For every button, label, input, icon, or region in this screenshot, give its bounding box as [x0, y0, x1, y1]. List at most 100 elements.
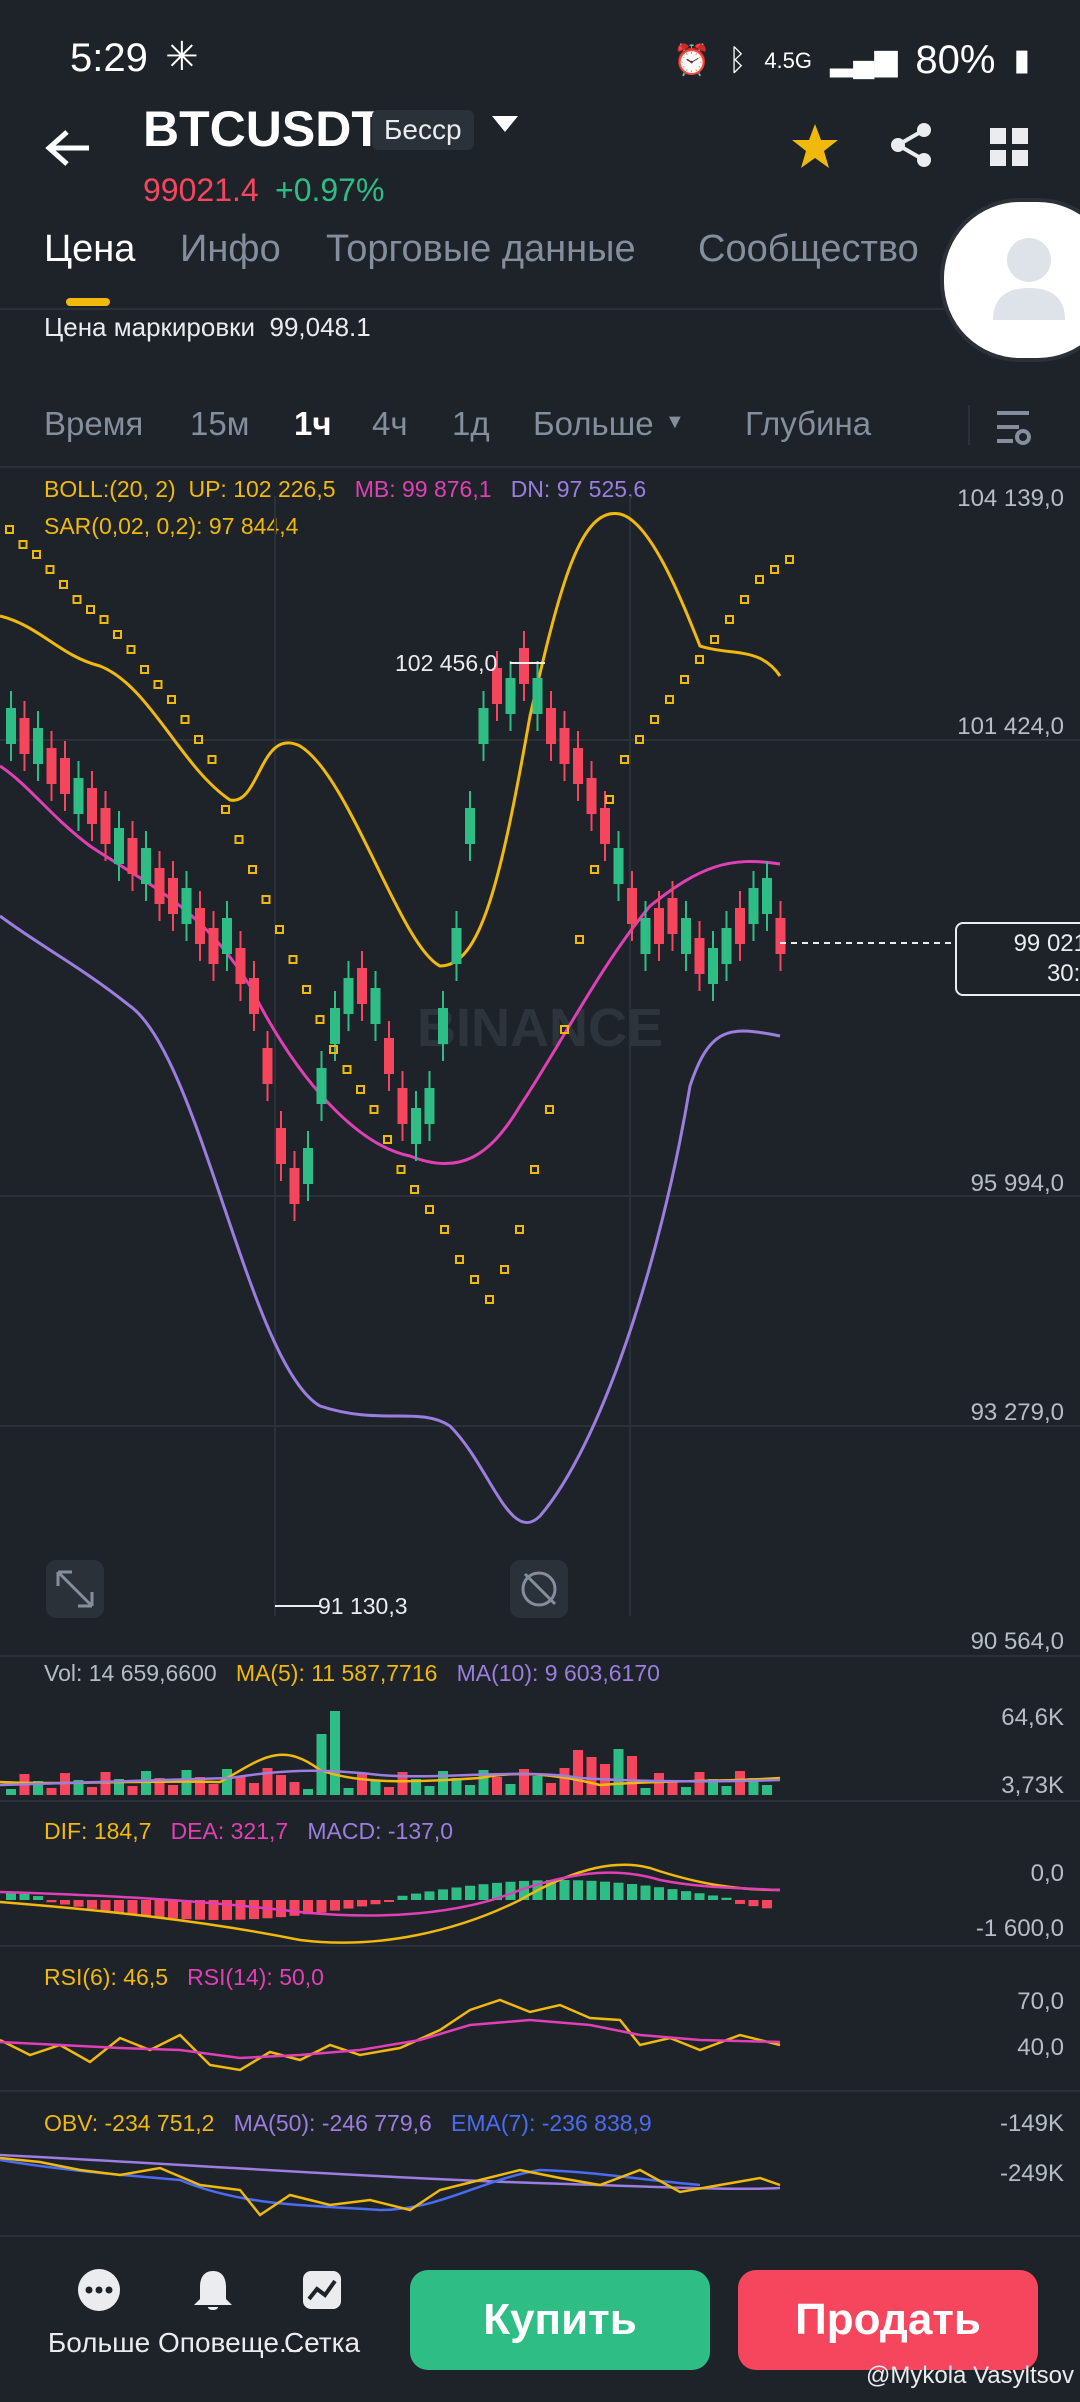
tf-4h[interactable]: 4ч [372, 405, 408, 442]
candle [654, 908, 664, 944]
pair-symbol[interactable]: BTCUSDT [143, 101, 382, 157]
network-type: 4.5G [764, 47, 813, 73]
sar-dot [455, 1255, 464, 1264]
macd-bar [546, 1880, 556, 1900]
volume-bar [438, 1771, 448, 1795]
tf-more[interactable]: Больше [533, 405, 654, 442]
boll-legend: BOLL:(20, 2) UP: 102 226,5 MB: 99 876,1 … [44, 476, 646, 503]
share-icon[interactable] [888, 122, 934, 168]
battery-percent: 80% [915, 38, 996, 82]
volume-bar [667, 1780, 678, 1795]
macd-bar [235, 1900, 246, 1920]
candle [492, 668, 502, 704]
star-icon[interactable] [790, 122, 840, 170]
obv-ema7: EMA(7): -236 838,9 [451, 2110, 652, 2136]
candles-group [6, 631, 786, 1221]
volume-bar [505, 1784, 516, 1795]
back-arrow-icon[interactable] [45, 128, 93, 168]
macd-bar [181, 1900, 192, 1920]
macd-bar [411, 1893, 421, 1900]
volume-bar [640, 1788, 651, 1795]
macd-bar [357, 1900, 367, 1907]
candle [127, 838, 138, 874]
macd-bar [654, 1887, 664, 1900]
macd-bar [492, 1882, 502, 1900]
volume-bar [424, 1786, 435, 1795]
rsi6-line [0, 1998, 781, 2072]
grid-label: Сетка [283, 2327, 361, 2358]
grid-menu-icon[interactable] [988, 126, 1030, 168]
volume-chart [0, 1711, 781, 1795]
macd-bar [573, 1880, 583, 1900]
volume-bar [478, 1770, 489, 1795]
signal-icon: ▂▄▆ [830, 44, 898, 77]
macd-dif-line [0, 1863, 781, 1944]
sar-dot [167, 695, 176, 704]
candlestick-chart[interactable]: BINANCE 102 456,0 91 130,3 [0, 466, 1080, 1656]
chart-settings-icon[interactable] [993, 407, 1033, 447]
tab-info[interactable]: Инфо [180, 228, 281, 270]
macd-bar [600, 1881, 610, 1900]
candle [100, 808, 111, 844]
tab-community[interactable]: Сообщество [698, 228, 919, 270]
sar-legend: SAR(0,02, 0,2): 97 844,4 [44, 513, 299, 539]
tf-1d[interactable]: 1д [452, 405, 490, 442]
sar-dot [315, 1015, 325, 1024]
macd-bar [330, 1900, 340, 1911]
candle [573, 748, 583, 784]
candle [208, 928, 219, 964]
macd-bar [316, 1900, 327, 1913]
volume-bar [370, 1780, 381, 1795]
avatar[interactable] [940, 198, 1080, 362]
candle [330, 1008, 340, 1044]
macd-bar [627, 1883, 637, 1900]
candle [46, 748, 57, 784]
candle [613, 848, 624, 884]
tf-1h[interactable]: 1ч [294, 405, 332, 442]
sar-dot [560, 1025, 569, 1034]
tf-15m[interactable]: 15м [190, 405, 250, 442]
macd-bar [748, 1900, 759, 1907]
macd-bar [505, 1881, 516, 1900]
sar-dot [45, 565, 55, 574]
macd-bar [708, 1895, 718, 1900]
alerts-button[interactable]: Оповеще... [158, 2267, 302, 2359]
boll-middle-line [0, 764, 781, 1166]
macd-bar [559, 1880, 570, 1900]
tf-depth[interactable]: Глубина [745, 405, 872, 442]
divider [0, 308, 1080, 310]
candle [249, 978, 259, 1014]
volume-bar [559, 1768, 570, 1795]
sar-dot [710, 635, 719, 644]
volume-bar [249, 1783, 259, 1795]
sar-dot [725, 615, 734, 624]
chevron-down-icon[interactable] [490, 114, 520, 134]
sar-dot [680, 675, 689, 684]
candle [195, 908, 205, 944]
macd-bar [100, 1900, 111, 1911]
candle [519, 648, 529, 684]
volume-bar [46, 1788, 57, 1795]
candle [438, 1008, 448, 1044]
volume-bar [114, 1779, 124, 1795]
candle [222, 918, 232, 954]
macd-bar [519, 1880, 529, 1900]
sell-button[interactable]: Продать [738, 2270, 1038, 2370]
volume-bar [357, 1773, 367, 1795]
divider [0, 1655, 1080, 1657]
perpetual-tag[interactable]: Бесср [372, 110, 474, 150]
active-tab-indicator [66, 298, 110, 306]
tab-price[interactable]: Цена [44, 228, 136, 270]
sar-dot [396, 1165, 406, 1174]
tf-time[interactable]: Время [44, 405, 144, 442]
volume-bar [613, 1749, 624, 1795]
tab-trading-data[interactable]: Торговые данные [326, 228, 636, 270]
buy-button[interactable]: Купить [410, 2270, 710, 2370]
grid-button[interactable]: Сетка [272, 2267, 372, 2359]
volume-bar [168, 1785, 178, 1795]
volume-bar [627, 1756, 637, 1795]
candle [370, 988, 381, 1024]
volume-bar [546, 1783, 556, 1795]
more-button[interactable]: Больше [44, 2267, 154, 2359]
last-price: 99021.4 [143, 172, 259, 208]
